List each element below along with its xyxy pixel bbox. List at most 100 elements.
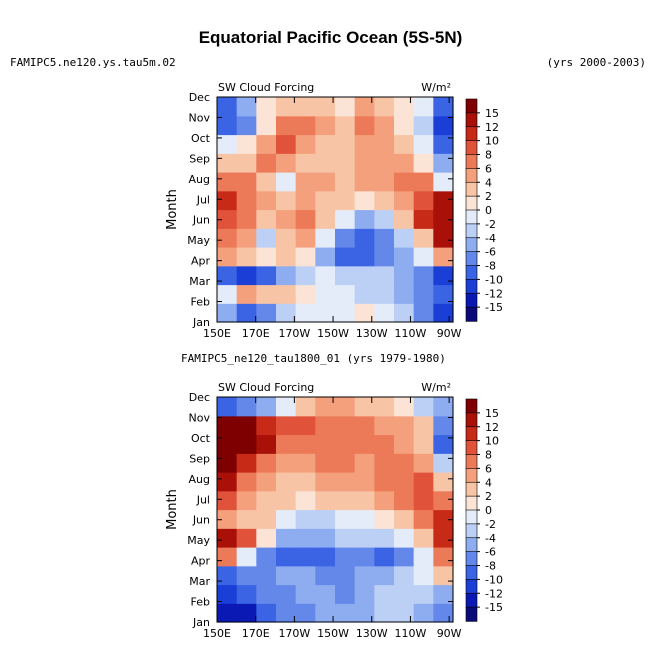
heatmap-cell [335,284,356,304]
heatmap-cell [315,97,336,117]
heatmap-cell [335,434,356,454]
heatmap-cell [315,115,336,136]
heatmap-cell [394,603,415,623]
heatmap-cell [256,303,277,323]
heatmap-cell [335,397,356,417]
x-tick-label: 150E [203,327,231,340]
heatmap-cell [335,472,356,492]
heatmap-cell [295,303,316,323]
colorbar-swatch [465,495,478,511]
heatmap-cell [295,397,316,417]
heatmap-cell [335,228,356,248]
heatmap-cell [374,247,395,267]
colorbar-label: 0 [485,204,492,217]
heatmap-cell [276,172,297,192]
heatmap-cell [394,584,415,604]
heatmap-cell [354,490,375,511]
heatmap-cell [315,397,336,417]
heatmap-cell [433,265,454,286]
panel-units: W/m² [421,381,451,394]
heatmap-cell [374,228,395,248]
heatmap-cell [217,472,238,492]
heatmap-cell [276,190,297,211]
y-tick-label: Aug [189,473,210,486]
heatmap-cell [256,115,277,136]
y-tick-label: Jun [192,214,210,227]
panel-title: SW Cloud Forcing [218,381,314,394]
heatmap-cell [315,134,336,154]
heatmap-cell [236,228,257,248]
heatmap-cell [217,284,238,304]
heatmap-cell [217,584,238,604]
page-title: Equatorial Pacific Ocean (5S-5N) [198,28,463,47]
heatmap-cell [256,603,277,623]
heatmap-cell [256,509,277,529]
heatmap-cell [433,247,454,267]
y-tick-label: Sep [189,452,210,465]
heatmap-cell [217,97,238,117]
heatmap-cell [394,415,415,436]
heatmap-cell [335,265,356,286]
heatmap-cell [374,453,395,473]
colorbar-label: -6 [485,546,496,559]
heatmap-bottom: SW Cloud Forcing W/m² Jan Feb Mar Apr May Jun Ju… [165,381,503,640]
heatmap-cell [295,190,316,211]
heatmap-cell [413,472,434,492]
heatmap-cell [256,453,277,473]
heatmap-cell [236,509,257,529]
heatmap-cell [236,547,257,567]
heatmap-cell [433,547,454,567]
heatmap-cell [354,397,375,417]
heatmap-cell [394,97,415,117]
heatmap-cell [217,490,238,511]
x-tick-label: 170E [242,327,270,340]
colorbar-swatch [465,181,478,197]
colorbar-label: -6 [485,246,496,259]
heatmap-cell [236,115,257,136]
heatmap-cell [276,397,297,417]
heatmap-cell [236,434,257,454]
heatmap-cell [413,415,434,436]
heatmap-cell [236,265,257,286]
colorbar-swatch [465,251,478,267]
heatmap-cell [276,228,297,248]
heatmap-cell [217,265,238,286]
heatmap-cell [394,190,415,211]
heatmap-cell [394,547,415,567]
heatmap-cell [413,397,434,417]
heatmap-cell [236,472,257,492]
heatmap-cell [217,565,238,586]
heatmap-cell [354,547,375,567]
heatmap-cell [315,153,336,173]
colorbar-swatch [465,279,478,294]
heatmap-cell [276,115,297,136]
heatmap-cell [295,509,316,529]
heatmap-cell [374,134,395,154]
heatmap-cell [217,453,238,473]
heatmap-cell [354,584,375,604]
heatmap-cell [354,472,375,492]
colorbar-label: -15 [485,301,503,314]
colorbar-swatch [465,440,478,456]
heatmap-cell [335,453,356,473]
heatmap-cell [295,453,316,473]
heatmap-cell [256,434,277,454]
heatmap-cell [433,190,454,211]
heatmap-cell [236,209,257,229]
x-tick-label: 130W [356,327,388,340]
heatmap-cell [256,415,277,436]
heatmap-cell [335,490,356,511]
heatmap-cell [374,97,395,117]
heatmap-cell [433,303,454,323]
colorbar-swatch [465,195,478,211]
heatmap-cell [236,490,257,511]
heatmap-cell [236,603,257,623]
heatmap-cell [394,228,415,248]
heatmap-cell [374,172,395,192]
heatmap-cell [413,209,434,229]
colorbar-label: 12 [485,421,499,434]
heatmap-cell [256,472,277,492]
heatmap-cell [276,547,297,567]
colorbar-swatch [465,412,478,428]
heatmap-cell [217,528,238,548]
